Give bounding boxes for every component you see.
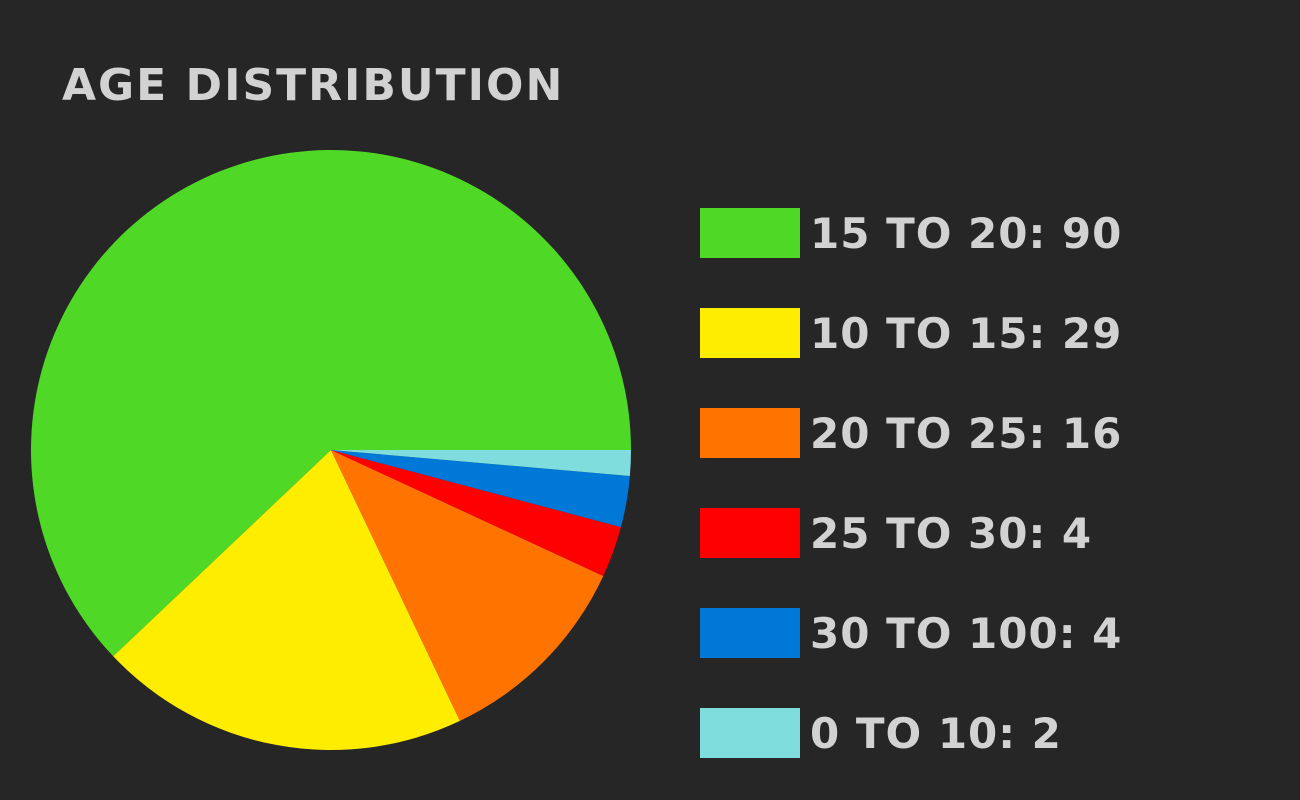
pie-chart — [31, 150, 631, 750]
pie-slice-20-to-25 — [331, 450, 604, 721]
legend-swatch — [700, 608, 800, 658]
legend-label: 25 to 30: 4 — [810, 509, 1093, 558]
chart-title: Age Distribution — [62, 60, 565, 111]
legend-label: 20 to 25: 16 — [810, 409, 1123, 458]
legend-swatch — [700, 208, 800, 258]
legend-label: 0 to 10: 2 — [810, 709, 1062, 758]
legend-label: 10 to 15: 29 — [810, 309, 1123, 358]
pie-slice-0-to-10 — [331, 450, 631, 476]
legend-swatch — [700, 508, 800, 558]
legend-swatch — [700, 408, 800, 458]
legend-label: 15 to 20: 90 — [810, 209, 1123, 258]
pie-slice-25-to-30 — [331, 450, 621, 576]
legend-label: 30 to 100: 4 — [810, 609, 1123, 658]
legend-swatch — [700, 308, 800, 358]
pie-slice-15-to-20 — [31, 150, 631, 657]
legend-swatch — [700, 708, 800, 758]
pie-slice-30-to-100 — [331, 450, 630, 528]
pie-slice-10-to-15 — [113, 450, 460, 750]
